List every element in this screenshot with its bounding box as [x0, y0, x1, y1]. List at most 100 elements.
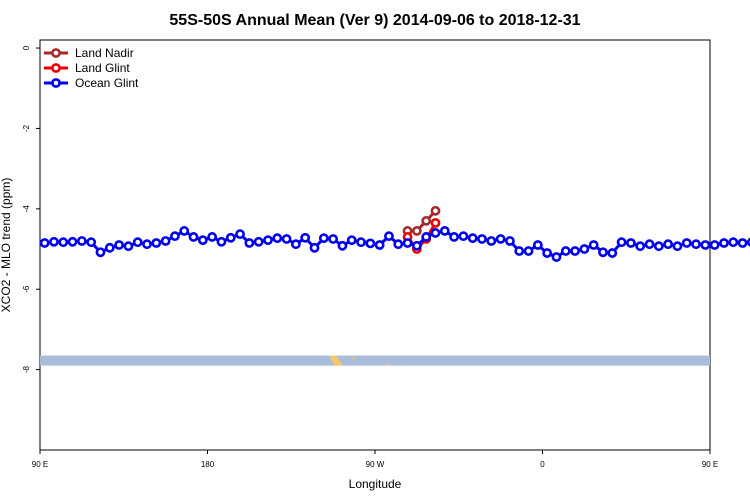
- data-point-ocean-glint: [235, 229, 245, 240]
- data-point-ocean-glint: [570, 246, 580, 256]
- map-land-islet: [352, 357, 355, 360]
- legend-item-ocean-glint: Ocean Glint: [44, 76, 139, 90]
- data-point-ocean-glint: [300, 232, 311, 243]
- data-point-ocean-glint: [197, 235, 208, 246]
- data-point-ocean-glint: [374, 240, 385, 250]
- data-point-land-nadir: [411, 226, 422, 236]
- y-tick-label: -2: [22, 124, 31, 132]
- data-point-ocean-glint: [104, 242, 115, 253]
- data-point-ocean-glint: [272, 233, 283, 244]
- data-point-ocean-glint: [551, 252, 562, 262]
- data-point-ocean-glint: [579, 244, 590, 254]
- data-point-ocean-glint: [253, 236, 264, 247]
- data-point-ocean-glint: [449, 232, 459, 242]
- data-point-ocean-glint: [421, 232, 432, 242]
- data-point-ocean-glint: [700, 240, 711, 250]
- map-land-patch: [330, 355, 343, 366]
- data-point-ocean-glint: [393, 239, 404, 250]
- chart-title: 55S-50S Annual Mean (Ver 9) 2014-09-06 t…: [169, 12, 580, 29]
- data-point-ocean-glint: [626, 238, 636, 248]
- data-point-ocean-glint: [728, 237, 739, 248]
- data-point-ocean-glint: [691, 239, 701, 250]
- data-point-ocean-glint: [542, 248, 553, 258]
- data-point-ocean-glint: [225, 232, 236, 243]
- data-point-ocean-glint: [244, 238, 255, 248]
- x-tick-label: 90 E: [32, 460, 48, 469]
- data-point-land-nadir: [421, 215, 432, 226]
- data-point-ocean-glint: [458, 231, 469, 242]
- data-point-ocean-glint: [291, 239, 301, 250]
- data-point-ocean-glint: [709, 240, 720, 250]
- data-point-ocean-glint: [588, 240, 599, 250]
- legend-label: Land Glint: [75, 61, 130, 75]
- data-point-ocean-glint: [411, 240, 422, 251]
- data-point-ocean-glint: [616, 237, 627, 248]
- data-point-ocean-glint: [477, 234, 487, 244]
- data-point-ocean-glint: [598, 247, 608, 258]
- map-land-islet: [386, 363, 388, 366]
- data-point-ocean-glint: [607, 248, 618, 258]
- data-point-ocean-glint: [95, 247, 106, 258]
- data-point-ocean-glint: [644, 239, 655, 250]
- legend-label: Ocean Glint: [75, 76, 139, 90]
- data-point-ocean-glint: [160, 236, 171, 246]
- data-point-ocean-glint: [635, 241, 646, 252]
- data-point-ocean-glint: [719, 238, 729, 248]
- data-point-ocean-glint: [532, 240, 543, 250]
- y-tick-label: -8: [22, 366, 31, 374]
- data-point-ocean-glint: [132, 237, 143, 248]
- data-point-ocean-glint: [439, 226, 450, 236]
- data-point-ocean-glint: [672, 241, 683, 252]
- x-axis: 90 E 180 90 W 0 90 E: [32, 450, 718, 469]
- data-point-ocean-glint: [86, 237, 97, 248]
- data-point-ocean-glint: [207, 232, 218, 242]
- data-point-ocean-glint: [328, 234, 339, 244]
- x-tick-label: 90 E: [702, 460, 718, 469]
- data-point-ocean-glint: [188, 232, 199, 242]
- legend-swatch-marker: [51, 63, 61, 73]
- data-point-ocean-glint: [495, 234, 506, 244]
- y-tick-label: -6: [22, 285, 31, 293]
- data-point-ocean-glint: [560, 246, 571, 256]
- y-tick-label: -4: [22, 205, 31, 213]
- data-point-ocean-glint: [114, 240, 124, 250]
- data-point-ocean-glint: [142, 239, 152, 250]
- data-point-ocean-glint: [653, 241, 664, 252]
- data-point-ocean-glint: [681, 238, 692, 248]
- data-point-ocean-glint: [514, 246, 525, 256]
- x-tick-label: 90 W: [366, 460, 385, 469]
- legend-swatch-marker: [51, 78, 61, 88]
- data-point-ocean-glint: [430, 228, 441, 238]
- legend-label: Land Nadir: [75, 46, 134, 60]
- map-ocean-strip: [40, 355, 710, 366]
- data-point-ocean-glint: [737, 238, 748, 248]
- data-point-land-nadir: [430, 205, 441, 216]
- y-axis-label: XCO2 - MLO trend (ppm): [0, 178, 13, 313]
- data-point-ocean-glint: [486, 236, 497, 246]
- x-tick-label: 180: [201, 460, 215, 469]
- data-point-ocean-glint: [356, 237, 366, 248]
- data-point-ocean-glint: [402, 238, 413, 248]
- data-point-ocean-glint: [346, 235, 357, 246]
- data-point-ocean-glint: [76, 236, 87, 246]
- legend-item-land-nadir: Land Nadir: [44, 46, 134, 60]
- data-point-ocean-glint: [318, 233, 329, 244]
- data-point-ocean-glint: [384, 231, 394, 242]
- data-point-ocean-glint: [49, 236, 59, 247]
- data-point-ocean-glint: [39, 238, 50, 248]
- data-point-land-glint: [430, 217, 441, 228]
- y-tick-label: 0: [22, 45, 31, 50]
- data-point-ocean-glint: [151, 238, 162, 248]
- data-point-ocean-glint: [263, 235, 273, 246]
- series-ocean-glint: [39, 226, 750, 262]
- data-point-ocean-glint: [216, 236, 227, 247]
- data-point-ocean-glint: [123, 241, 134, 252]
- data-point-ocean-glint: [337, 240, 348, 251]
- series-layer: [39, 205, 750, 262]
- data-point-ocean-glint: [179, 226, 190, 236]
- map-band: [40, 355, 710, 366]
- data-point-ocean-glint: [58, 237, 69, 248]
- data-point-ocean-glint: [67, 236, 78, 247]
